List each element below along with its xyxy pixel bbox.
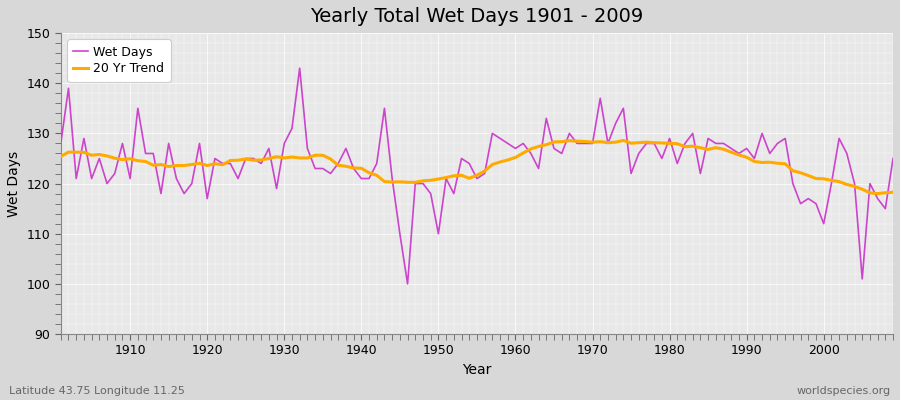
- Wet Days: [402, 282, 413, 286]
- Wet Days: [887, 156, 898, 161]
- 20 Yr Trend: [117, 157, 128, 162]
- 20 Yr Trend: [333, 163, 344, 168]
- Wet Days: [518, 141, 528, 146]
- Wet Days: [340, 146, 351, 151]
- Y-axis label: Wet Days: Wet Days: [7, 150, 21, 217]
- 20 Yr Trend: [56, 154, 67, 159]
- Line: 20 Yr Trend: 20 Yr Trend: [61, 140, 893, 194]
- Wet Days: [526, 151, 536, 156]
- 20 Yr Trend: [510, 155, 521, 160]
- Wet Days: [618, 106, 629, 111]
- 20 Yr Trend: [872, 191, 883, 196]
- Line: Wet Days: Wet Days: [61, 68, 893, 284]
- Wet Days: [56, 141, 67, 146]
- 20 Yr Trend: [887, 190, 898, 195]
- X-axis label: Year: Year: [463, 363, 491, 377]
- Wet Days: [294, 66, 305, 70]
- 20 Yr Trend: [502, 158, 513, 162]
- Wet Days: [286, 126, 297, 131]
- 20 Yr Trend: [602, 140, 613, 145]
- Wet Days: [117, 141, 128, 146]
- Legend: Wet Days, 20 Yr Trend: Wet Days, 20 Yr Trend: [67, 39, 170, 82]
- Title: Yearly Total Wet Days 1901 - 2009: Yearly Total Wet Days 1901 - 2009: [310, 7, 644, 26]
- Text: worldspecies.org: worldspecies.org: [796, 386, 891, 396]
- 20 Yr Trend: [286, 154, 297, 159]
- Text: Latitude 43.75 Longitude 11.25: Latitude 43.75 Longitude 11.25: [9, 386, 184, 396]
- 20 Yr Trend: [618, 138, 629, 143]
